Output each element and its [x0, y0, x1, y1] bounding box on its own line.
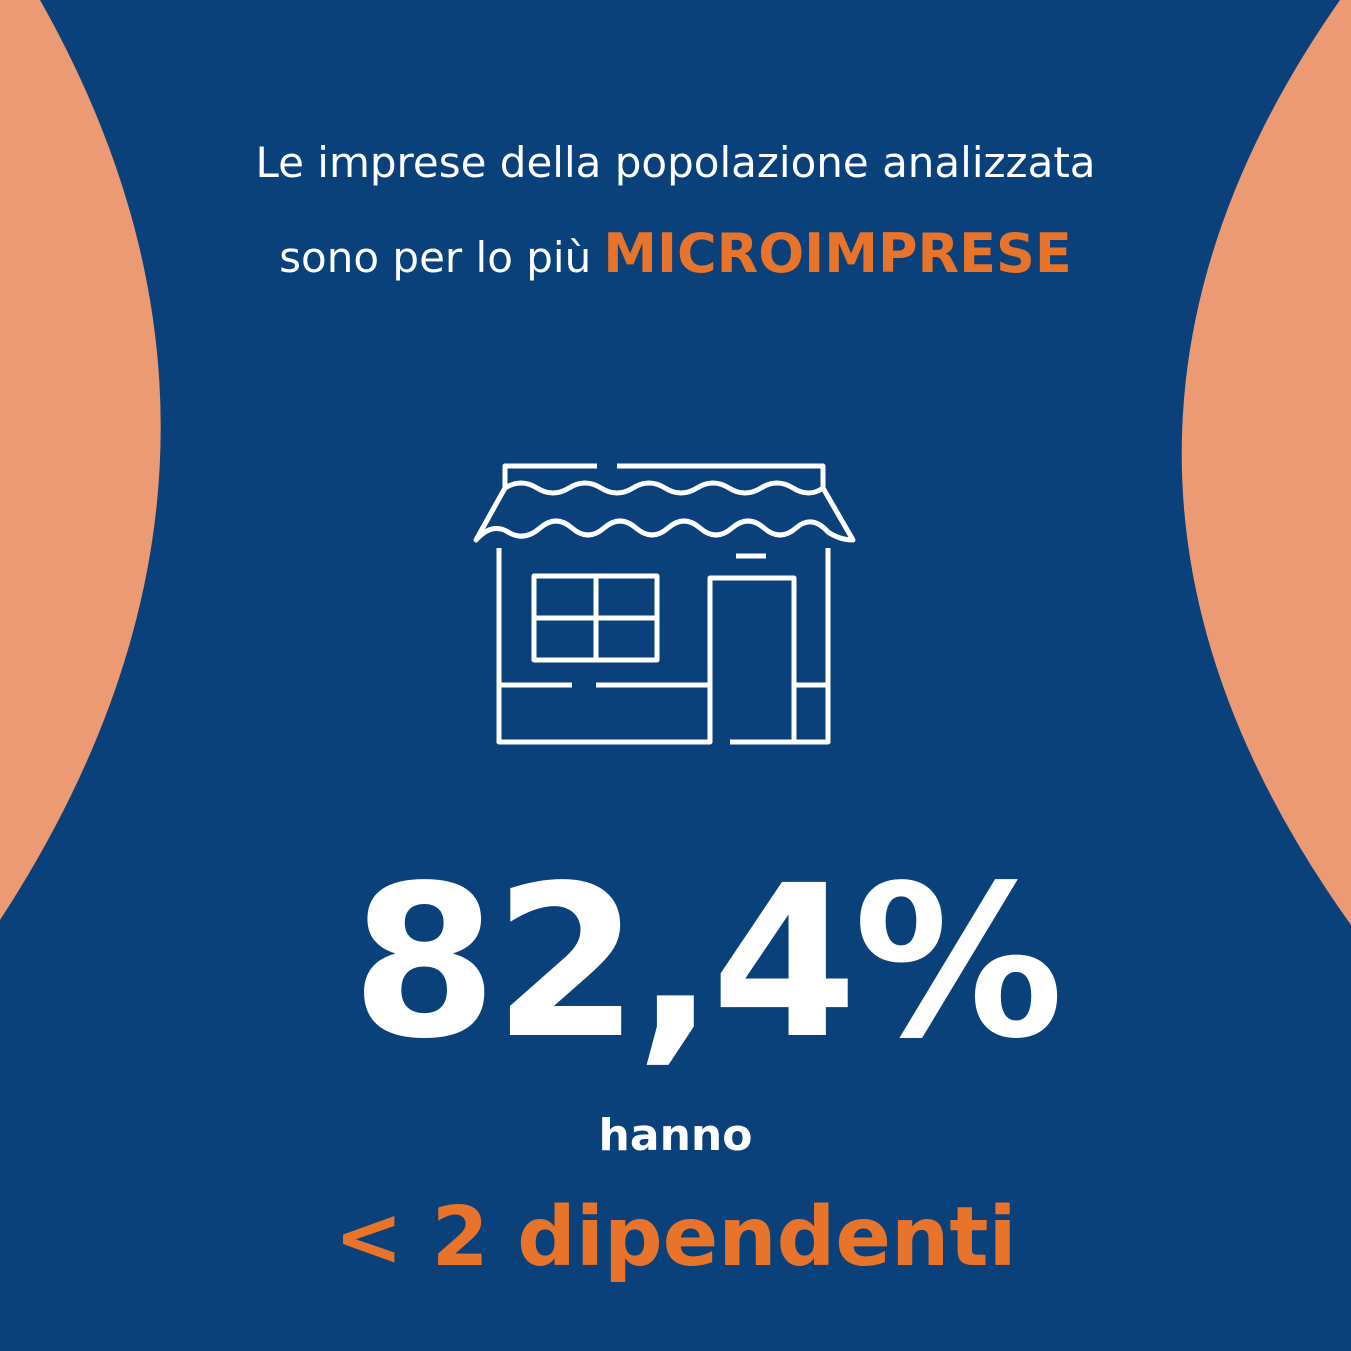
headline-highlight: MICROIMPRESE — [603, 222, 1072, 285]
headline-line2: sono per lo più MICROIMPRESE — [0, 222, 1351, 285]
stat-highlight: < 2 dipendenti — [334, 1190, 1017, 1285]
headline-prefix: sono per lo più — [279, 233, 592, 282]
shop-icon — [473, 463, 856, 745]
stat-caption: hanno — [598, 1110, 753, 1161]
headline-line1: Le imprese della popolazione analizzata — [255, 138, 1096, 187]
left-arc — [0, 0, 161, 920]
right-arc — [1181, 0, 1351, 925]
stat-value: 82,4% — [351, 840, 1064, 1085]
